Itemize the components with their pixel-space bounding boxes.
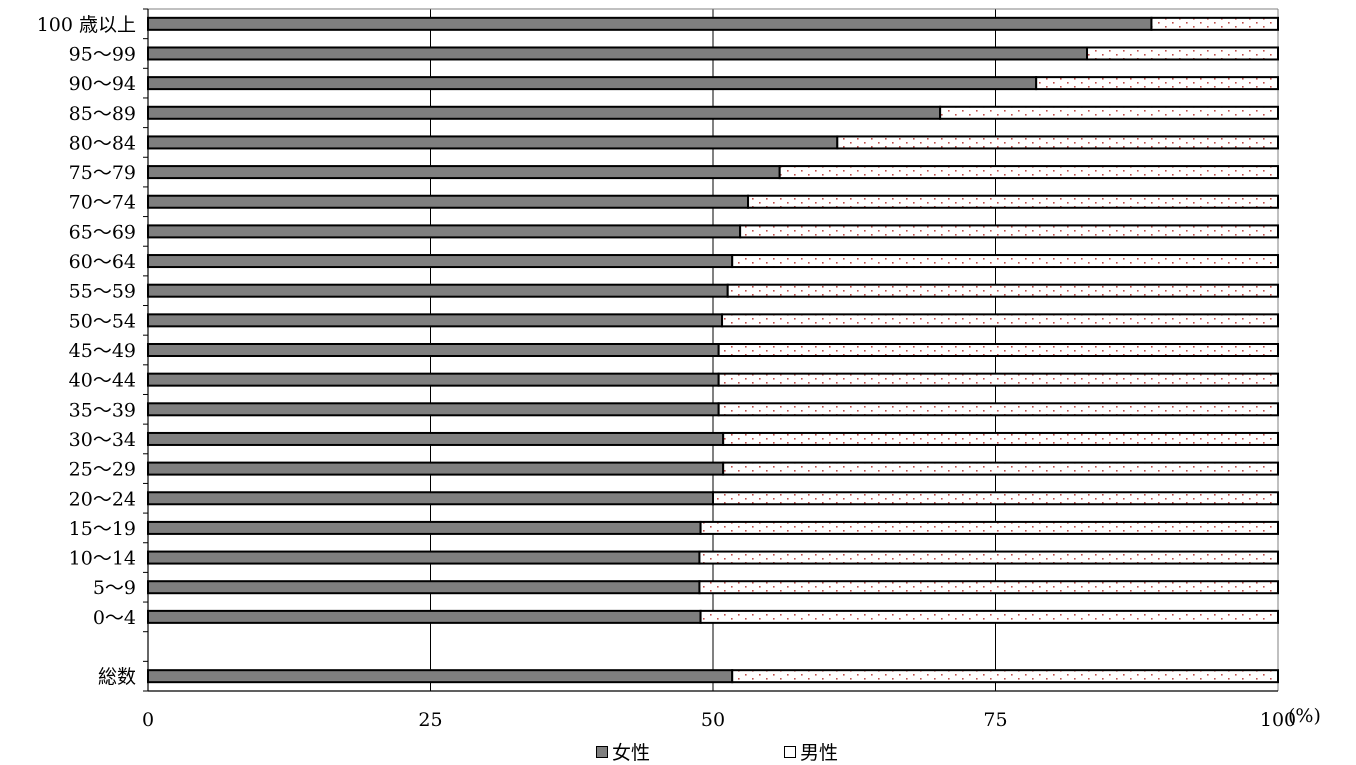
bar-female — [147, 135, 839, 150]
bar-female — [147, 431, 725, 446]
legend-swatch-female — [596, 745, 608, 758]
category-label: 40～44 — [69, 370, 136, 392]
bar-female — [147, 254, 734, 269]
bar-male — [726, 283, 1279, 298]
category-label: 55～59 — [69, 281, 136, 303]
bar-female — [147, 372, 720, 387]
category-label: 45～49 — [69, 340, 136, 362]
category-label: 30～34 — [69, 429, 136, 451]
bar-male — [698, 580, 1279, 595]
bar-female — [147, 165, 781, 180]
legend-item-male: 男性 — [784, 738, 838, 765]
bar-female — [147, 461, 725, 476]
bar-female — [147, 105, 942, 120]
bar-male — [699, 609, 1279, 624]
bar-male — [717, 343, 1279, 357]
bar-male — [1150, 16, 1279, 31]
bar-male — [717, 372, 1279, 387]
x-tick-label: 50 — [701, 709, 725, 731]
bar-female — [147, 16, 1153, 31]
category-label: 5～9 — [93, 577, 136, 599]
bar-male — [836, 135, 1279, 150]
bar-female — [147, 46, 1089, 61]
bar-female — [147, 550, 701, 565]
legend-label-male: 男性 — [800, 742, 839, 764]
category-label: 75～79 — [69, 162, 136, 184]
bar-male — [939, 105, 1279, 120]
x-tick-label: 75 — [983, 709, 1007, 731]
bar-female — [147, 313, 724, 328]
bar-female — [147, 283, 729, 298]
bar-female — [147, 520, 702, 535]
bar-male — [698, 550, 1279, 565]
category-label: 85～89 — [69, 103, 136, 125]
bar-male — [778, 165, 1279, 180]
category-label: 20～24 — [69, 488, 136, 510]
bar-female — [147, 76, 1038, 91]
x-tick-label: 0 — [142, 709, 154, 731]
x-tick-label: 25 — [418, 709, 442, 731]
bar-female — [147, 669, 734, 684]
bar-male — [1086, 46, 1280, 61]
legend-swatch-male — [784, 745, 796, 758]
legend-label-female: 女性 — [612, 742, 651, 764]
category-label: 総数 — [98, 666, 136, 688]
bar-female — [147, 609, 702, 624]
x-unit-label: (%) — [1288, 705, 1321, 727]
category-label: 0～4 — [93, 607, 136, 629]
legend: 女性 男性 — [0, 738, 1356, 765]
bar-male — [731, 669, 1279, 684]
legend-item-female: 女性 — [596, 738, 650, 765]
bar-female — [147, 580, 701, 595]
category-label: 10～14 — [69, 548, 136, 570]
category-label: 15～19 — [69, 518, 136, 540]
category-label: 65～69 — [69, 221, 136, 243]
bar-male — [731, 254, 1279, 269]
bar-male — [699, 520, 1279, 535]
category-label: 95～99 — [69, 43, 136, 65]
bar-female — [147, 194, 750, 209]
bar-male — [712, 491, 1279, 506]
category-label: 50～54 — [69, 310, 136, 332]
bar-female — [147, 491, 714, 506]
bar-male — [1035, 76, 1280, 91]
category-label: 60～64 — [69, 251, 136, 273]
bar-female — [147, 343, 720, 357]
category-label: 90～94 — [69, 73, 136, 95]
bar-male — [717, 402, 1279, 417]
category-label: 35～39 — [69, 399, 136, 421]
category-label: 80～84 — [69, 132, 136, 154]
bar-male — [722, 461, 1279, 476]
bar-female — [147, 224, 742, 239]
category-label: 25～29 — [69, 459, 136, 481]
bar-female — [147, 402, 720, 417]
bar-male — [747, 194, 1279, 209]
bar-male — [739, 224, 1279, 239]
bar-male — [722, 431, 1279, 446]
category-label: 100 歳以上 — [37, 14, 136, 36]
x-tick-label: 100 — [1260, 709, 1296, 731]
chart-svg: 0 25 50 75 100(%) 100 歳以上 95～99 90～94 85～89 80～84… — [37, 8, 1321, 731]
category-label: 70～74 — [69, 192, 136, 214]
bar-male — [721, 313, 1279, 328]
